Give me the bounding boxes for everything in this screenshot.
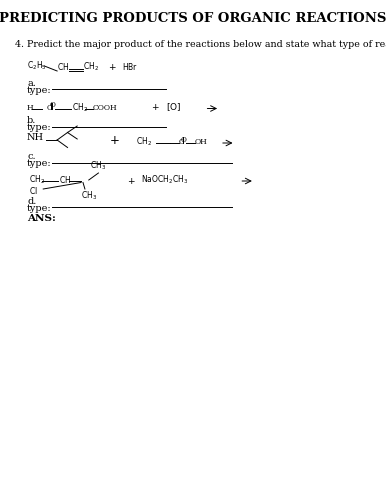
Text: $\mathrm{CH}$: $\mathrm{CH}$ [59, 174, 71, 185]
Text: NH: NH [27, 133, 44, 142]
Text: type:: type: [27, 124, 52, 132]
Text: 4. Predict the major product of the reactions below and state what type of react: 4. Predict the major product of the reac… [15, 40, 386, 49]
Text: $\mathrm{HBr}$: $\mathrm{HBr}$ [122, 62, 138, 72]
Text: a.: a. [27, 78, 36, 88]
Text: $+$: $+$ [151, 102, 159, 113]
Text: type:: type: [27, 86, 52, 95]
Text: O: O [49, 101, 55, 109]
Text: H: H [27, 104, 34, 112]
Text: OH: OH [195, 138, 208, 146]
Text: COOH: COOH [93, 104, 118, 112]
Text: O: O [180, 136, 186, 144]
Text: $\mathrm{[O]}$: $\mathrm{[O]}$ [166, 102, 181, 114]
Text: $\mathrm{CH_2}$: $\mathrm{CH_2}$ [136, 136, 152, 148]
Text: c.: c. [27, 152, 36, 161]
Text: $\mathrm{C_2H_5}$: $\mathrm{C_2H_5}$ [27, 60, 47, 72]
Text: C: C [179, 138, 184, 146]
Text: type:: type: [27, 160, 52, 168]
Text: $+$: $+$ [108, 62, 117, 72]
Text: ANS:: ANS: [27, 214, 56, 223]
Text: d.: d. [27, 196, 36, 205]
Text: type:: type: [27, 204, 52, 213]
Text: $\mathrm{CH}$: $\mathrm{CH}$ [57, 62, 69, 72]
Text: C: C [47, 104, 52, 112]
Text: $\mathrm{CH_2}$: $\mathrm{CH_2}$ [83, 60, 99, 73]
Text: $\mathrm{NaOCH_2CH_3}$: $\mathrm{NaOCH_2CH_3}$ [141, 174, 188, 186]
Text: b.: b. [27, 116, 36, 125]
Text: $\mathrm{Cl}$: $\mathrm{Cl}$ [29, 184, 38, 196]
Text: $\mathrm{CH_2}$: $\mathrm{CH_2}$ [29, 174, 45, 186]
Text: $\mathrm{CH_3}$: $\mathrm{CH_3}$ [90, 159, 107, 172]
Text: $\mathrm{CH_3}$: $\mathrm{CH_3}$ [81, 189, 97, 202]
Text: $+$: $+$ [108, 134, 119, 147]
Text: $+$: $+$ [127, 176, 136, 186]
Text: PREDICTING PRODUCTS OF ORGANIC REACTIONS: PREDICTING PRODUCTS OF ORGANIC REACTIONS [0, 12, 386, 26]
Text: $\mathrm{CH_2}$: $\mathrm{CH_2}$ [72, 101, 88, 114]
